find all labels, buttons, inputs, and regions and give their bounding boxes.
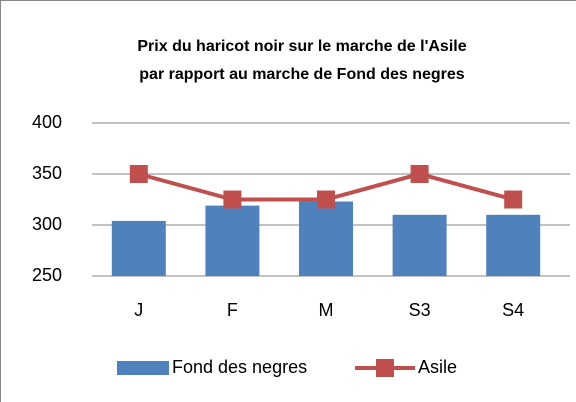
legend-label: Asile xyxy=(418,357,457,377)
x-tick-label: F xyxy=(227,300,238,320)
legend-swatch xyxy=(376,359,394,377)
bar xyxy=(392,214,447,276)
chart-title: Prix du haricot noir sur le marche de l'… xyxy=(137,38,466,55)
x-tick-label: J xyxy=(134,300,143,320)
legend-label: Fond des negres xyxy=(172,357,307,377)
marker xyxy=(317,190,335,209)
chart-title: par rapport au marche de Fond des negres xyxy=(139,66,465,83)
legend-swatch xyxy=(117,361,169,375)
marker xyxy=(410,165,429,183)
y-tick-label: 400 xyxy=(32,112,62,132)
y-tick-label: 350 xyxy=(32,163,62,183)
x-tick-label: M xyxy=(319,300,334,320)
marker xyxy=(223,190,242,209)
marker xyxy=(129,165,148,183)
y-tick-label: 300 xyxy=(32,214,62,234)
marker xyxy=(504,190,523,209)
bar xyxy=(111,220,166,276)
bar xyxy=(299,201,353,276)
x-tick-label: S3 xyxy=(409,300,431,320)
y-tick-label: 250 xyxy=(32,265,62,285)
bar xyxy=(486,214,541,276)
bar xyxy=(205,205,260,276)
x-tick-label: S4 xyxy=(502,300,524,320)
